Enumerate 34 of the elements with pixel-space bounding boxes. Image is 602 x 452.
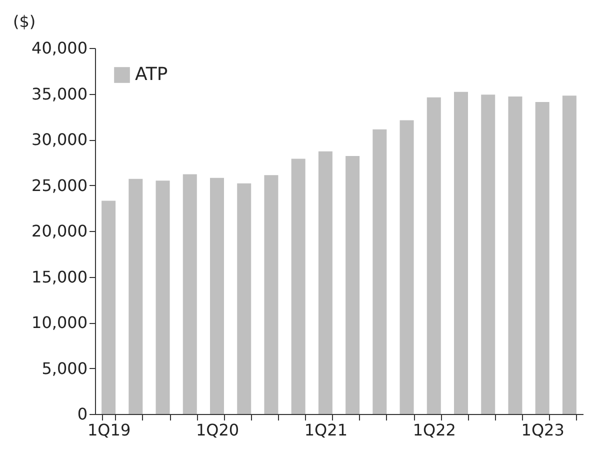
bar bbox=[346, 156, 360, 414]
y-tick-label: 20,000 bbox=[32, 222, 88, 240]
y-tick-label: 25,000 bbox=[32, 176, 88, 195]
y-tick-label: 30,000 bbox=[32, 130, 88, 149]
bar bbox=[156, 180, 170, 414]
legend-label: ATP bbox=[135, 64, 168, 85]
x-tick-label: 1Q19 bbox=[87, 420, 131, 440]
bar bbox=[400, 120, 414, 414]
bar bbox=[210, 178, 224, 414]
bar bbox=[182, 174, 197, 414]
bar bbox=[481, 94, 496, 414]
x-tick-label: 1Q23 bbox=[521, 420, 564, 440]
bar bbox=[318, 151, 332, 414]
x-tick-label: 1Q21 bbox=[304, 420, 348, 440]
y-tick-label: 0 bbox=[77, 404, 88, 424]
bar bbox=[508, 96, 522, 414]
y-tick-label: 40,000 bbox=[32, 38, 88, 58]
y-axis-title: ($) bbox=[13, 12, 36, 31]
bar bbox=[372, 129, 387, 414]
y-tick-label: 5,000 bbox=[42, 358, 88, 378]
bar bbox=[535, 102, 550, 414]
y-tick-label: 10,000 bbox=[32, 313, 88, 332]
bar bbox=[102, 200, 116, 414]
bar bbox=[237, 183, 252, 414]
bar bbox=[291, 158, 306, 414]
bar bbox=[426, 97, 441, 414]
x-tick-label: 1Q20 bbox=[196, 420, 240, 440]
bar bbox=[562, 96, 576, 414]
bar bbox=[454, 92, 468, 414]
bar bbox=[128, 178, 143, 414]
bar bbox=[264, 175, 278, 414]
y-tick-label: 35,000 bbox=[32, 84, 88, 104]
y-tick-label: 15,000 bbox=[32, 267, 88, 286]
x-tick-label: 1Q22 bbox=[412, 420, 456, 440]
